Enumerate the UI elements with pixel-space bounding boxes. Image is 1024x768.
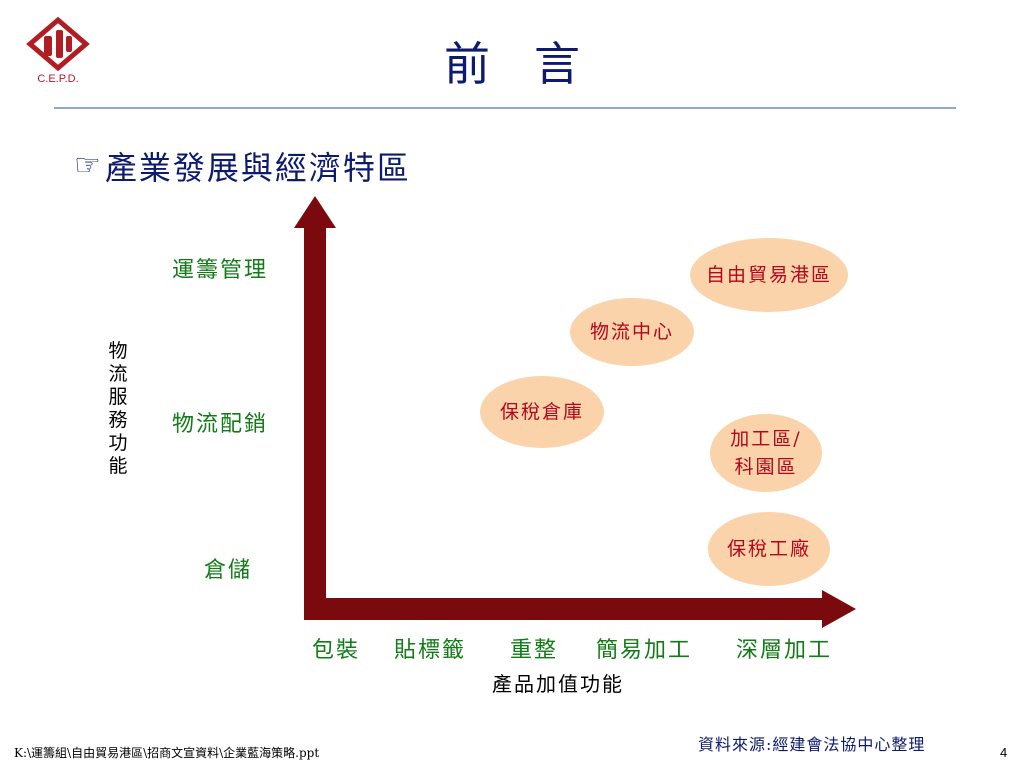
subtitle-row: ☞ 產業發展與經濟特區 [74, 144, 411, 188]
zone-label: 保稅工廠 [726, 538, 811, 560]
x-level-simple-processing: 簡易加工 [596, 638, 693, 663]
x-level-labeling: 貼標籤 [394, 638, 467, 663]
zone-logistics-center: 物流中心 [570, 298, 694, 366]
zone-label-line2: 科園區 [734, 456, 798, 478]
pointing-hand-icon: ☞ [74, 148, 101, 183]
x-axis-title: 產品加值功能 [492, 672, 624, 696]
zone-label: 物流中心 [589, 321, 674, 343]
y-axis-arrow [294, 196, 336, 616]
file-path: K:\運籌組\自由貿易港區\招商文宣資料\企業藍海策略.ppt [14, 746, 320, 760]
y-level-distribution: 物流配銷 [172, 412, 269, 437]
zone-bonded-factory: 保稅工廠 [708, 512, 830, 586]
x-axis-arrow [304, 590, 856, 628]
cepd-logo: C.E.P.D. [26, 16, 90, 85]
y-axis-title: 物流服務功能 [108, 340, 128, 477]
zone-label: 保稅倉庫 [499, 401, 584, 423]
section-subtitle: 產業發展與經濟特區 [104, 149, 411, 187]
zone-label-line1: 加工區/ [730, 428, 802, 450]
y-level-logistics-management: 運籌管理 [172, 258, 269, 283]
y-level-storage: 倉儲 [204, 558, 253, 583]
x-level-deep-processing: 深層加工 [736, 638, 833, 663]
zone-bonded-warehouse: 保稅倉庫 [480, 376, 604, 448]
title-divider [54, 107, 956, 109]
source-note: 資料來源:經建會法協中心整理 [698, 735, 926, 754]
zone-export-processing: 加工區/ 科園區 [710, 414, 822, 492]
zone-free-trade-port: 自由貿易港區 [690, 238, 848, 312]
x-level-restructuring: 重整 [510, 638, 559, 663]
zone-label: 自由貿易港區 [705, 264, 832, 286]
logo-text: C.E.P.D. [37, 73, 78, 85]
page-title: 前言 [444, 37, 624, 91]
page-number: 4 [1000, 745, 1008, 760]
x-level-packaging: 包裝 [312, 638, 361, 663]
